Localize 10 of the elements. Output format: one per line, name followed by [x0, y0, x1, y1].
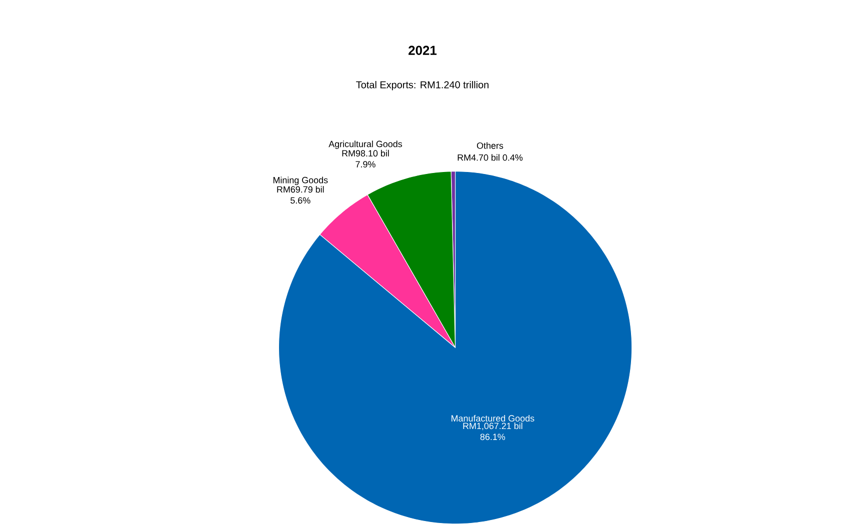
slice-label: Others [476, 142, 504, 149]
slice-label: Manufactured Goods [452, 414, 534, 422]
slice-label: Mining Goods [273, 176, 328, 186]
data-label: RM69.79 bil 5.6% [277, 186, 324, 204]
chart-subtitle: Total Exports: RM1.240 trillion [356, 81, 488, 90]
data-label: RM98.10 bil 7.9% [342, 150, 389, 168]
slice-label: Agricultural Goods [328, 140, 402, 149]
data-label: RM4.70 bil 0.4% [458, 154, 523, 161]
data-label: RM1,067.21 bil 86.1% [463, 422, 522, 440]
chart-title: 2021 [408, 46, 437, 55]
